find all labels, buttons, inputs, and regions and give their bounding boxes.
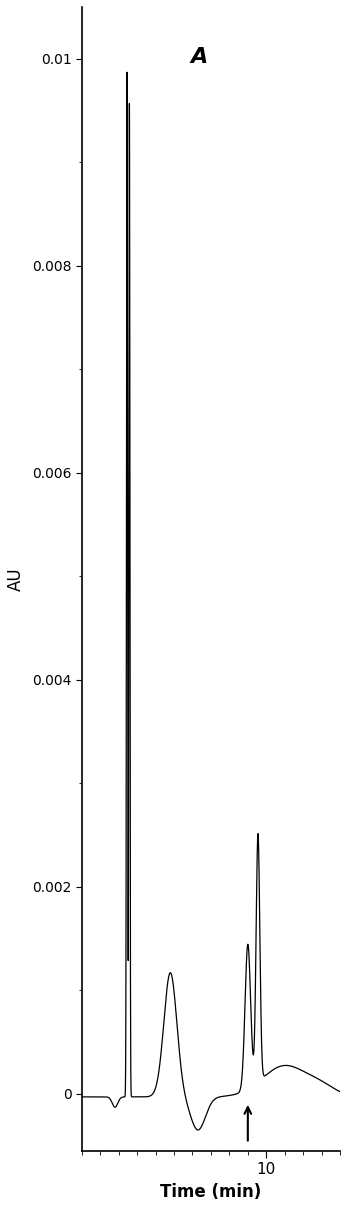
Text: A: A	[190, 47, 208, 66]
Y-axis label: AU: AU	[7, 567, 25, 591]
X-axis label: Time (min): Time (min)	[160, 1183, 262, 1201]
